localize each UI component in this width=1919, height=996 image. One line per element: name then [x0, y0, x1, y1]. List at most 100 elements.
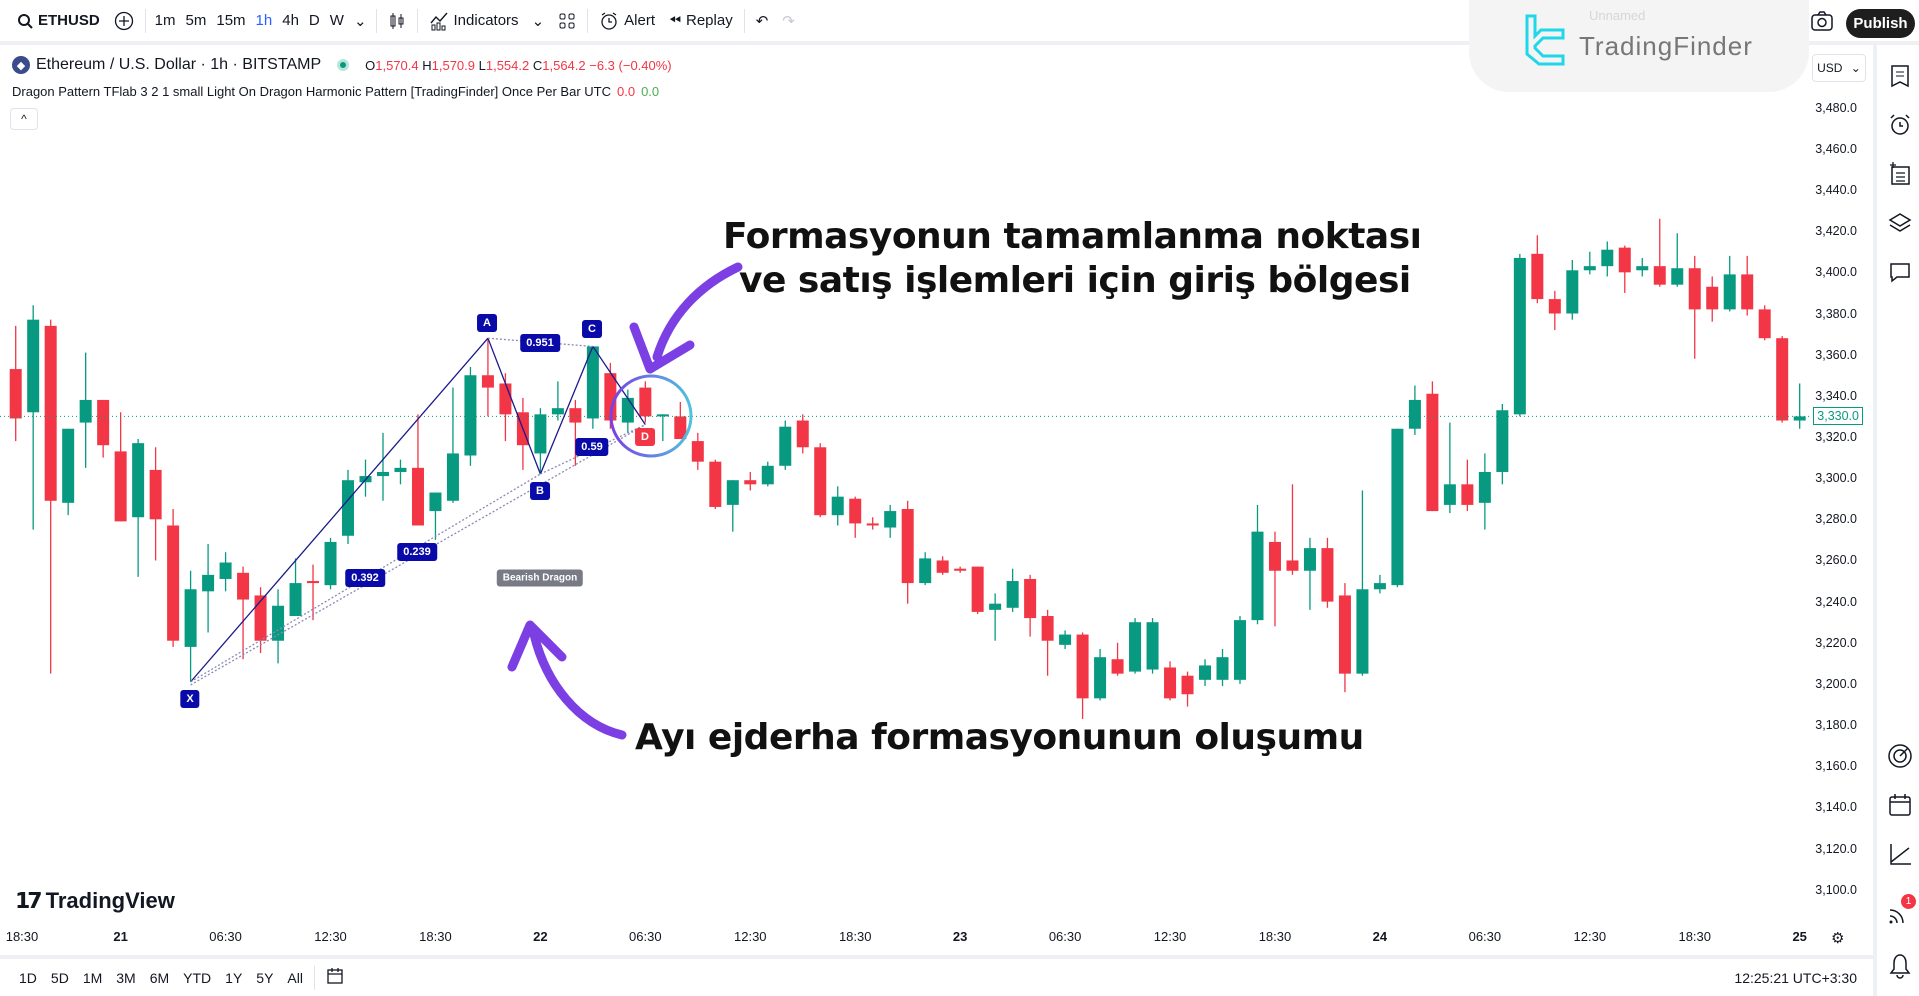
snapshot-button[interactable] — [1810, 10, 1834, 37]
range-6m[interactable]: 6M — [149, 969, 170, 986]
candle — [184, 570, 197, 682]
watchlist-button[interactable] — [1887, 63, 1913, 89]
bell-icon — [1889, 954, 1911, 979]
candle — [534, 408, 547, 475]
candle — [132, 439, 145, 577]
range-all[interactable]: All — [287, 969, 303, 986]
candle — [1706, 276, 1719, 322]
candle-body-down — [691, 441, 704, 462]
indicator-legend[interactable]: Dragon Pattern TFlab 3 2 1 small Light O… — [12, 84, 659, 99]
tradingview-logo-icon: 𝟭𝟳 — [15, 888, 43, 913]
symbol-search-button[interactable]: ETHUSD — [10, 5, 107, 37]
chart-settings-button[interactable]: ⚙ — [1831, 929, 1844, 948]
candle — [1234, 616, 1246, 684]
indicators-button[interactable]: Indicators ⌄ — [422, 5, 552, 37]
timeframe-1m[interactable]: 1m — [154, 11, 176, 29]
signals-button[interactable]: 1 — [1887, 894, 1916, 926]
candle — [1321, 537, 1334, 608]
candle — [1776, 336, 1789, 423]
range-5d[interactable]: 5D — [50, 969, 69, 986]
candle — [62, 428, 75, 516]
price-axis-label: 3,300.0 — [1815, 471, 1857, 486]
candle-body-down — [1706, 286, 1719, 310]
indicator-title: Dragon Pattern TFlab 3 2 1 small Light O… — [12, 84, 611, 99]
candle-body-up — [132, 443, 145, 518]
alert-button[interactable]: Alert — [592, 5, 662, 37]
candle — [376, 432, 389, 501]
current-price-tag: 3,330.0 — [1813, 407, 1863, 426]
publish-button[interactable]: Publish — [1846, 9, 1915, 38]
candle — [1391, 428, 1404, 588]
range-1m[interactable]: 1M — [82, 969, 103, 986]
candle — [936, 556, 949, 575]
trend-line-button[interactable] — [1887, 841, 1913, 867]
pattern-leg-line — [592, 346, 646, 425]
arrow-top-icon — [652, 262, 743, 362]
range-3m[interactable]: 3M — [116, 969, 136, 986]
watchlist-icon — [1891, 65, 1909, 88]
candle-body-up — [1234, 620, 1246, 680]
candle — [954, 566, 967, 573]
candle — [1286, 484, 1299, 575]
candle — [1094, 648, 1107, 701]
time-axis-label: 23 — [952, 929, 968, 944]
replay-button[interactable]: ⏪︎ Replay — [662, 5, 740, 37]
clock-timezone[interactable]: 12:25:21 UTC+3:30 — [1734, 969, 1857, 986]
go-to-date-button[interactable] — [319, 967, 351, 988]
target-button[interactable] — [1887, 743, 1913, 769]
candle — [1373, 574, 1386, 594]
candle-body-down — [744, 480, 757, 485]
bottom-toolbar: 1D 5D 1M 3M 6M YTD 1Y 5Y All 12:25:21 UT… — [0, 955, 1873, 996]
candle — [1303, 537, 1316, 610]
tradingview-logo[interactable]: 𝟭𝟳 TradingView — [15, 888, 175, 914]
timeframe-4h[interactable]: 4h — [282, 11, 299, 29]
symbol-title[interactable]: Ethereum / U.S. Dollar · 1h · BITSTAMP — [36, 56, 322, 73]
indicator-value-2: 0.0 — [641, 84, 660, 99]
price-axis-label: 3,420.0 — [1815, 224, 1857, 239]
timeframe-w[interactable]: W — [329, 11, 344, 29]
candle — [44, 319, 57, 674]
time-axis-label: 06:30 — [1048, 929, 1082, 944]
timeframe-dropdown-chevron-icon[interactable]: ⌄ — [353, 12, 367, 30]
timeframe-15m[interactable]: 15m — [216, 11, 246, 29]
timeframe-1h[interactable]: 1h — [255, 11, 273, 29]
alerts-button[interactable] — [1887, 112, 1913, 138]
collapse-legend-button[interactable]: ^ — [10, 108, 38, 130]
low-label: L — [478, 57, 486, 73]
candle-body-up — [62, 428, 75, 503]
candle — [884, 504, 897, 538]
time-axis-label: 12:30 — [1153, 929, 1187, 944]
timeframe-d[interactable]: D — [308, 11, 320, 29]
candles-layer — [0, 218, 1810, 719]
range-1y[interactable]: 1Y — [225, 969, 243, 986]
chat-button[interactable] — [1887, 259, 1913, 285]
range-1d[interactable]: 1D — [19, 969, 37, 986]
candle — [551, 381, 564, 421]
currency-selector[interactable]: USD ⌄ — [1812, 54, 1866, 82]
candle — [1076, 632, 1089, 719]
redo-button[interactable]: ↷ — [775, 5, 802, 37]
object-tree-button[interactable] — [1887, 161, 1913, 187]
time-axis-label: 18:30 — [419, 929, 452, 944]
compare-button[interactable] — [107, 5, 141, 37]
candle-body-up — [551, 408, 564, 415]
layouts-button[interactable] — [551, 5, 583, 37]
price-axis-label: 3,340.0 — [1815, 388, 1857, 403]
candle-body-down — [1024, 578, 1037, 619]
candlestick-chart[interactable] — [0, 45, 1810, 925]
calendar-button[interactable] — [1887, 792, 1913, 818]
time-axis-label: 18:30 — [5, 929, 39, 944]
range-5y[interactable]: 5Y — [256, 969, 274, 986]
notifications-button[interactable] — [1887, 953, 1913, 979]
candle-body-up — [656, 414, 669, 417]
candle-body-down — [237, 572, 250, 600]
candle-body-up — [1723, 274, 1736, 310]
candle — [359, 459, 372, 497]
layers-button[interactable] — [1887, 210, 1913, 236]
range-ytd[interactable]: YTD — [183, 969, 212, 986]
chevron-down-icon[interactable]: ⌄ — [531, 12, 545, 30]
chart-type-button[interactable] — [381, 5, 413, 37]
undo-button[interactable]: ↶ — [749, 5, 776, 37]
timeframe-5m[interactable]: 5m — [185, 11, 207, 29]
candle-body-down — [1426, 393, 1439, 512]
